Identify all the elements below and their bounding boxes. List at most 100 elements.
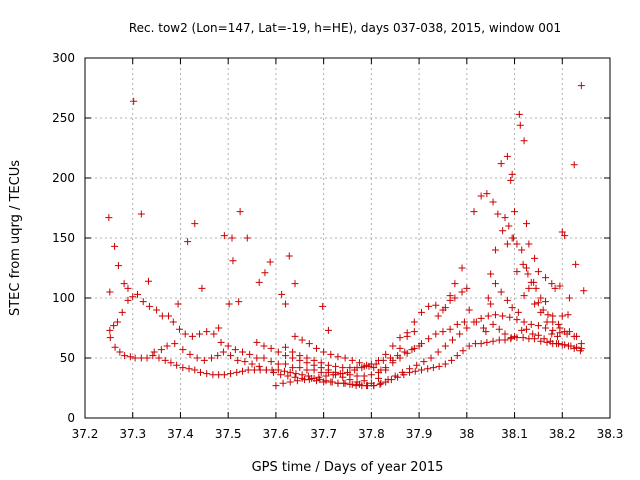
x-tick-label: 38.2 [549,427,576,441]
data-point [339,364,347,372]
data-point [278,290,286,298]
data-point [411,367,419,375]
data-point [229,257,237,265]
data-point [179,346,187,354]
data-point [570,332,578,340]
data-point [398,368,406,376]
data-point [367,371,375,379]
data-point [580,287,588,295]
data-point [155,354,163,362]
data-point [531,254,539,262]
data-point [363,382,371,390]
data-point [549,312,557,320]
data-point [220,371,228,379]
data-point [382,364,390,372]
data-point [543,318,551,326]
x-tick-label: 37.2 [72,427,99,441]
data-point [497,160,505,168]
data-point [217,338,225,346]
data-point [477,192,485,200]
data-point [281,352,289,360]
data-point [203,328,211,336]
data-point [435,362,443,370]
data-point [401,348,409,356]
data-point [382,350,390,358]
data-point [284,372,292,380]
data-point [577,82,585,90]
data-point [126,353,134,361]
data-point [312,377,320,385]
data-point [324,361,332,369]
data-point [463,324,471,332]
data-point [564,342,572,350]
data-point [549,326,557,334]
data-point [193,354,201,362]
data-point [348,356,356,364]
data-point [197,368,204,376]
data-point [171,340,179,348]
data-point [121,352,129,360]
data-point [465,342,473,350]
data-point [110,322,118,330]
data-point [137,210,145,218]
data-point [453,320,461,328]
data-point [134,290,141,298]
data-point [491,311,499,319]
chart-title: Rec. tow2 (Lon=147, Lat=-19, h=HE), days… [129,21,561,35]
data-point [446,296,454,304]
y-tick-label: 200 [52,171,75,185]
data-point [520,318,528,326]
data-point [483,190,491,198]
y-tick-label: 250 [52,111,75,125]
data-point [396,334,404,342]
data-point [301,376,309,384]
data-point [224,342,232,350]
data-point [441,304,449,312]
data-point [477,314,485,322]
data-point [185,365,193,373]
data-point [501,214,509,222]
y-tick-label: 0 [67,411,75,425]
data-point [514,308,522,316]
data-point [434,312,442,320]
data-point [173,361,181,369]
data-point [334,379,342,387]
data-point [277,371,285,379]
data-point [537,294,545,302]
data-point [184,238,192,246]
data-point [317,359,325,367]
data-point [548,280,556,288]
data-point [215,324,223,332]
data-point [499,227,507,235]
data-point [292,370,300,378]
x-tick-label: 37.4 [167,427,194,441]
data-point [363,361,371,369]
data-point [489,320,497,328]
data-point [188,332,196,340]
data-point [274,348,282,356]
data-point [186,350,194,358]
data-point [106,326,114,334]
data-point [157,346,165,354]
data-point [291,373,299,381]
data-point [332,362,340,370]
data-point [256,366,264,374]
data-point [515,110,523,118]
data-point [153,306,161,314]
data-point [410,328,418,336]
data-point [525,240,533,248]
data-point [448,356,456,364]
data-point [384,376,392,384]
data-point [489,198,497,206]
data-point [487,300,495,308]
data-point [548,330,556,338]
data-point [565,294,573,302]
data-point [253,354,261,362]
data-point [239,367,246,375]
data-point [375,374,383,382]
data-point [303,354,311,362]
data-point [319,302,327,310]
data-point [124,284,132,292]
data-point [503,240,511,248]
data-point [386,354,394,362]
